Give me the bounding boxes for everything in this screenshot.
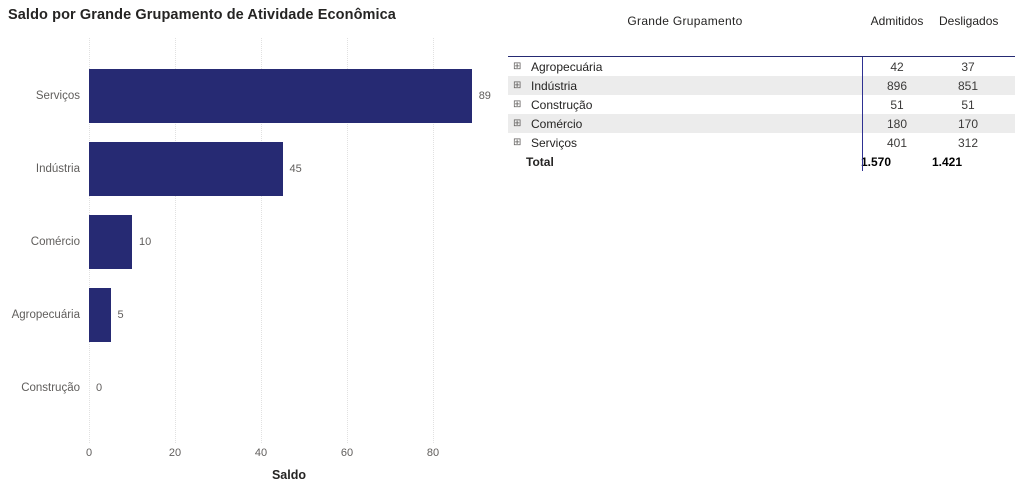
x-tick-label-20: 20	[168, 447, 182, 459]
row-label: Serviços	[531, 135, 578, 150]
x-tick-label-60: 60	[340, 447, 354, 459]
column-separator-line	[862, 57, 863, 171]
category-label-2: Indústria	[35, 163, 80, 175]
category-label-3: Comércio	[30, 236, 80, 248]
chart-title: Saldo por Grande Grupamento de Atividade…	[8, 7, 396, 23]
column-header-grande-grupamento[interactable]: Grande Grupamento	[627, 14, 743, 28]
bar-value-label-2: 45	[289, 163, 302, 175]
bar-1[interactable]	[89, 69, 472, 123]
gridline-x-80	[433, 38, 434, 443]
bar-2[interactable]	[89, 142, 283, 196]
bar-chart-visual: Saldo por Grande Grupamento de Atividade…	[0, 0, 505, 497]
cell-desligados: 851	[957, 78, 979, 93]
column-header-admitidos[interactable]: Admitidos	[870, 14, 924, 28]
x-tick-label-0: 0	[85, 447, 93, 459]
category-label-1: Serviços	[35, 90, 80, 102]
bar-value-label-5: 0	[96, 382, 103, 394]
bar-value-label-1: 89	[478, 90, 491, 102]
expand-icon[interactable]: ⊞	[513, 98, 522, 110]
cell-admitidos: 896	[886, 78, 908, 93]
bar-value-label-3: 10	[139, 236, 152, 248]
bar-4[interactable]	[89, 288, 111, 342]
cell-desligados: 170	[957, 116, 979, 131]
row-label: Total	[526, 154, 554, 169]
gridline-x-20	[175, 38, 176, 443]
table-row[interactable]: ⊞ Indústria 896 851	[508, 76, 1015, 95]
row-label: Construção	[531, 97, 593, 112]
bar-value-label-4: 5	[117, 309, 124, 321]
row-label: Comércio	[531, 116, 583, 131]
expand-icon[interactable]: ⊞	[513, 117, 522, 129]
cell-desligados: 312	[957, 135, 979, 150]
matrix-visual: Grande Grupamento Admitidos Desligados ⊞…	[508, 0, 1015, 497]
cell-admitidos: 51	[890, 97, 904, 112]
expand-icon[interactable]: ⊞	[513, 136, 522, 148]
table-row[interactable]: ⊞ Serviços 401 312	[508, 133, 1015, 152]
cell-desligados: 1.421	[931, 154, 963, 169]
table-row-total[interactable]: Total 1.570 1.421	[508, 152, 1015, 171]
table-row[interactable]: ⊞ Agropecuária 42 37	[508, 57, 1015, 76]
row-label: Agropecuária	[531, 59, 603, 74]
expand-icon[interactable]: ⊞	[513, 60, 522, 72]
table-header-row: Grande Grupamento Admitidos Desligados	[508, 0, 1015, 57]
x-tick-label-40: 40	[254, 447, 268, 459]
gridline-x-60	[347, 38, 348, 443]
cell-admitidos: 42	[890, 59, 904, 74]
cell-desligados: 37	[961, 59, 975, 74]
row-label: Indústria	[531, 78, 578, 93]
expand-icon[interactable]: ⊞	[513, 79, 522, 91]
x-tick-label-80: 80	[426, 447, 440, 459]
category-label-5: Construção	[21, 382, 80, 394]
gridline-x-40	[261, 38, 262, 443]
cell-admitidos: 1.570	[860, 154, 892, 169]
x-axis-title: Saldo	[271, 468, 307, 482]
cell-admitidos: 401	[886, 135, 908, 150]
column-header-desligados[interactable]: Desligados	[939, 14, 999, 28]
bar-3[interactable]	[89, 215, 132, 269]
table-body: ⊞ Agropecuária 42 37 ⊞ Indústria 896 851 ⊞ Constr…	[508, 57, 1015, 171]
cell-admitidos: 180	[886, 116, 908, 131]
category-label-4: Agropecuária	[11, 309, 80, 321]
table-row[interactable]: ⊞ Comércio 180 170	[508, 114, 1015, 133]
table-row[interactable]: ⊞ Construção 51 51	[508, 95, 1015, 114]
cell-desligados: 51	[961, 97, 975, 112]
